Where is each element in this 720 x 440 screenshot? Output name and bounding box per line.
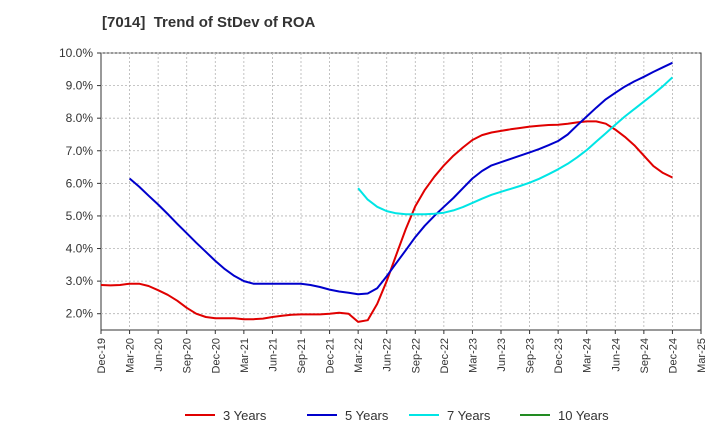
- x-tick-label: Mar-21: [239, 338, 251, 373]
- y-tick-label: 3.0%: [66, 274, 94, 288]
- x-tick-label: Sep-24: [639, 338, 651, 373]
- x-tick-label: Jun-22: [382, 338, 394, 372]
- series-line-3-years: [100, 120, 673, 323]
- y-tick-label: 2.0%: [66, 307, 94, 321]
- x-tick-label: Jun-23: [496, 338, 508, 372]
- y-tick-label: 9.0%: [66, 79, 94, 93]
- legend: 3 Years 5 Years 7 Years 10 Years: [185, 408, 609, 423]
- y-tick-label: 8.0%: [66, 111, 94, 125]
- x-tick-label: Jun-20: [153, 338, 165, 372]
- y-tick-label: 6.0%: [66, 176, 94, 190]
- legend-label-7-years: 7 Years: [447, 408, 491, 423]
- x-tick-label: Mar-23: [467, 338, 479, 373]
- x-tick-label: Sep-23: [525, 338, 537, 373]
- x-axis: Dec-19 Mar-20 Jun-20 Sep-20 Dec-20 Mar-21 Jun-…: [96, 330, 708, 373]
- series-line-7-years: [357, 76, 674, 216]
- x-tick-label: Mar-22: [353, 338, 365, 373]
- x-tick-label: Sep-22: [410, 338, 422, 373]
- x-tick-label: Dec-19: [96, 338, 108, 373]
- x-tick-label: Dec-21: [325, 338, 337, 373]
- x-tick-label: Jun-21: [267, 338, 279, 372]
- x-tick-label: Mar-20: [125, 338, 137, 373]
- y-axis: 2.0% 3.0% 4.0% 5.0% 6.0% 7.0% 8.0% 9.0% 10.0%: [59, 46, 101, 321]
- chart-title: [7014] Trend of StDev of ROA: [102, 14, 316, 31]
- x-tick-label: Dec-20: [210, 338, 222, 373]
- y-tick-label: 5.0%: [66, 209, 94, 223]
- legend-label-5-years: 5 Years: [345, 408, 389, 423]
- x-tick-label: Dec-24: [667, 338, 679, 373]
- legend-label-10-years: 10 Years: [558, 408, 609, 423]
- series-layer: [100, 61, 674, 323]
- x-tick-label: Sep-20: [182, 338, 194, 373]
- y-tick-label: 7.0%: [66, 144, 94, 158]
- series-line-5-years: [128, 61, 673, 296]
- x-tick-label: Sep-21: [296, 338, 308, 373]
- y-tick-label: 4.0%: [66, 242, 94, 256]
- legend-label-3-years: 3 Years: [223, 408, 267, 423]
- x-tick-label: Jun-24: [610, 338, 622, 372]
- x-tick-label: Dec-23: [553, 338, 565, 373]
- x-tick-label: Mar-24: [582, 338, 594, 373]
- plot-area: [100, 52, 702, 331]
- x-tick-label: Mar-25: [696, 338, 708, 373]
- y-tick-label: 10.0%: [59, 46, 93, 60]
- x-tick-label: Dec-22: [439, 338, 451, 373]
